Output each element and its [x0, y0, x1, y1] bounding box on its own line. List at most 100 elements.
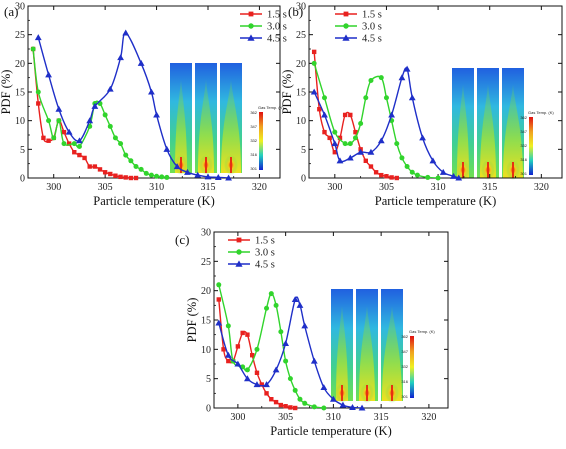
data-point: [235, 344, 241, 349]
data-point: [311, 404, 317, 410]
data-point: [339, 401, 347, 408]
data-point: [268, 291, 274, 297]
data-point: [435, 175, 441, 181]
data-point: [288, 405, 293, 410]
colorbar: Gas Temp. (K)362 347 332 316 301: [401, 329, 435, 399]
colorbar-label: 347: [250, 124, 257, 129]
data-point: [102, 112, 108, 118]
contour-column: [502, 68, 524, 180]
legend-item: 3.0 s: [228, 248, 275, 259]
colorbar-label: 347: [401, 349, 408, 354]
data-point: [322, 129, 327, 135]
x-tick-label: 315: [374, 412, 389, 423]
x-tick-label: 305: [98, 182, 113, 193]
legend-item: 4.5 s: [240, 34, 287, 45]
x-axis-label: Particle temperature (K): [375, 194, 496, 208]
data-point: [76, 143, 82, 149]
data-point: [164, 174, 170, 180]
contour-inlet-jet: [230, 157, 232, 173]
legend-marker: [236, 237, 242, 243]
data-point: [154, 173, 160, 179]
data-point: [72, 150, 77, 155]
colorbar-label: 316: [250, 152, 257, 157]
data-point: [118, 174, 123, 180]
data-point: [321, 95, 327, 101]
data-point: [259, 382, 264, 387]
data-point: [107, 123, 113, 129]
panel-label: (a): [4, 4, 18, 19]
y-tick-label: 25: [201, 257, 211, 268]
x-tick-label: 300: [230, 412, 245, 423]
data-point: [373, 170, 379, 175]
data-point: [264, 305, 270, 311]
data-point: [317, 107, 322, 112]
data-point: [128, 158, 134, 164]
data-point: [254, 370, 260, 375]
legend-marker: [343, 23, 349, 29]
data-point: [36, 101, 41, 106]
colorbar-label: 301: [401, 394, 408, 399]
data-point: [320, 384, 328, 391]
gas-temperature-contour-inset: [331, 289, 403, 403]
data-point: [296, 301, 304, 308]
data-point: [102, 170, 108, 175]
colorbar-label: 347: [520, 129, 527, 134]
data-point: [133, 164, 139, 170]
series-4-5-s: [310, 65, 463, 181]
legend-label: 3.0 s: [267, 22, 287, 33]
data-point: [61, 141, 67, 147]
series-line: [218, 284, 324, 408]
contour-plume: [198, 79, 214, 173]
data-point: [331, 140, 339, 147]
y-tick-label: 20: [201, 286, 211, 297]
colorbar-label: 316: [401, 379, 408, 384]
series-1-5-s: [311, 49, 399, 181]
legend: 1.5 s3.0 s4.5 s: [335, 10, 382, 45]
data-point: [310, 88, 318, 95]
data-point: [287, 376, 293, 382]
data-point: [352, 135, 358, 141]
data-point: [234, 360, 242, 367]
data-point: [128, 175, 134, 181]
legend: 1.5 s3.0 s4.5 s: [240, 10, 287, 45]
colorbar-label: 316: [520, 157, 527, 162]
data-point: [30, 46, 36, 52]
data-point: [311, 60, 317, 66]
data-point: [86, 117, 94, 124]
data-point: [455, 174, 463, 181]
x-tick-label: 305: [379, 182, 394, 193]
data-point: [450, 172, 457, 179]
data-point: [302, 400, 308, 406]
data-point: [148, 172, 154, 178]
contour-inlet-jet: [341, 385, 343, 401]
series-line: [313, 51, 397, 178]
data-point: [244, 375, 251, 382]
data-point: [122, 29, 130, 36]
data-point: [91, 102, 99, 109]
data-point: [348, 112, 353, 118]
data-point: [97, 167, 103, 172]
colorbar-label: 332: [401, 364, 408, 369]
legend-label: 4.5 s: [362, 34, 382, 45]
data-point: [398, 74, 406, 81]
data-point: [34, 34, 42, 41]
colorbar-label: 332: [520, 143, 527, 148]
data-point: [384, 174, 389, 179]
colorbar-label: 301: [520, 171, 527, 176]
data-point: [311, 49, 317, 55]
legend-item: 1.5 s: [240, 10, 287, 21]
y-axis-label: PDF (%): [0, 70, 13, 115]
data-point: [148, 88, 155, 95]
data-point: [216, 297, 221, 302]
x-tick-label: 305: [278, 412, 293, 423]
colorbar-title: Gas Temp. (K): [258, 105, 284, 110]
data-point: [143, 170, 149, 176]
y-axis-label: PDF (%): [185, 298, 199, 343]
data-point: [61, 129, 67, 135]
data-point: [113, 173, 118, 178]
colorbar-scale: [259, 112, 263, 170]
contour-column: [356, 289, 378, 403]
data-point: [245, 332, 250, 337]
data-point: [310, 357, 318, 364]
contour-plume: [457, 84, 469, 178]
